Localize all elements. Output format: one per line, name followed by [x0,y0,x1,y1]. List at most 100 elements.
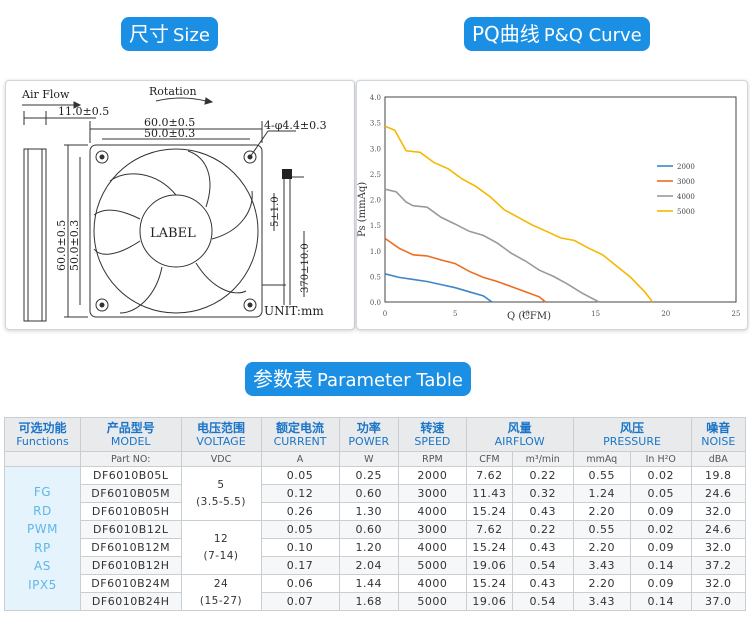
function-item: IPX5 [28,577,57,592]
x-tick-label: 25 [732,310,741,318]
header-noise: 噪音 NOISE [690,417,747,452]
m3min-cell: 0.22 [511,520,574,539]
table-row: DF6010B24H 0.07 1.68 5000 19.06 0.54 3.43 0.14 3… [5,592,747,611]
parameter-table: 可选功能 Functions 产品型号 MODEL 电压范围 VOLTAGE 额定电流… [4,417,747,611]
header-functions: 可选功能 Functions [4,417,81,452]
voltage-range: (3.5-5.5) [196,495,246,508]
cfm-cell: 15.24 [465,502,513,521]
speed-cell: 5000 [398,556,467,575]
current-cell: 0.17 [260,556,340,575]
inh2o-cell: 0.02 [629,466,692,485]
legend-label-3000: 3000 [677,178,695,186]
current-cell: 0.26 [260,502,340,521]
air-flow-label: Air Flow [21,88,70,101]
current-cell: 0.12 [260,484,340,503]
y-tick-label: 0.5 [370,273,381,281]
unit-partno: Part NO: [79,451,182,467]
dim-holes: 4-φ4.4±0.3 [264,119,327,132]
table-row: DF6010B12M 0.10 1.20 4000 15.24 0.43 2.20 0.09 3… [5,538,747,557]
power-cell: 0.25 [338,466,400,485]
dim-lead-length: 370±10.0 [300,243,311,293]
model-cell: DF6010B24H [79,592,182,611]
unit-label: UNIT:mm [264,304,324,318]
mmaq-cell: 2.20 [572,574,631,593]
table-heading-en: Parameter Table [317,370,463,391]
inh2o-cell: 0.09 [629,538,692,557]
dim-height-holes: 50.0±0.3 [68,220,81,271]
function-item: RD [33,503,52,518]
y-tick-label: 3.5 [370,120,381,128]
mmaq-cell: 2.20 [572,538,631,557]
unit-cfm: CFM [465,451,513,467]
y-axis-label: Ps (mmAq) [357,182,368,237]
legend-label-4000: 4000 [677,193,695,201]
dba-cell: 32.0 [690,538,747,557]
fan-drawing: Air Flow Rotation 11.0±0.5 60.0±0.5 50.0… [21,85,327,322]
plot-frame [384,96,737,303]
speed-cell: 2000 [398,466,467,485]
header-airflow: 风量 AIRFLOW [465,417,574,452]
header-speed: 转速 SPEED [398,417,467,452]
speed-cell: 4000 [398,538,467,557]
m3min-cell: 0.43 [511,502,574,521]
model-cell: DF6010B05L [79,466,182,485]
header-model: 产品型号 MODEL [79,417,182,452]
inh2o-cell: 0.09 [629,502,692,521]
dim-width-outer: 60.0±0.5 [144,116,195,129]
unit-rpm: RPM [398,451,467,467]
mmaq-cell: 3.43 [572,592,631,611]
current-cell: 0.06 [260,574,340,593]
power-cell: 1.30 [338,502,400,521]
speed-cell: 3000 [398,484,467,503]
x-tick-label: 5 [453,310,457,318]
model-cell: DF6010B05H [79,502,182,521]
legend-label-5000: 5000 [677,208,695,216]
mmaq-cell: 2.20 [572,502,631,521]
unit-a: A [260,451,340,467]
series-line-4000 [384,188,600,303]
unit-inh2o: In H²O [629,451,692,467]
inh2o-cell: 0.02 [629,520,692,539]
fan-opening [93,148,259,314]
y-tick-label: 4.0 [370,94,381,102]
model-cell: DF6010B05M [79,484,182,503]
table-heading: 参数表 Parameter Table [245,362,471,396]
current-cell: 0.10 [260,538,340,557]
voltage-cell: 5 (3.5-5.5) [180,466,262,521]
table-row: DF6010B12H 0.17 2.04 5000 19.06 0.54 3.43 0.14 3… [5,556,747,575]
inh2o-cell: 0.05 [629,484,692,503]
mmaq-cell: 0.55 [572,466,631,485]
header-current: 额定电流 CURRENT [260,417,340,452]
dim-width-holes: 50.0±0.3 [144,127,195,140]
x-tick-label: 10 [521,310,530,318]
legend-label-2000: 2000 [677,163,695,171]
voltage-range: (15-27) [199,594,243,607]
power-cell: 1.20 [338,538,400,557]
header-pressure: 风压 PRESSURE [572,417,692,452]
power-cell: 2.04 [338,556,400,575]
voltage-nominal: 12 [213,532,229,545]
cfm-cell: 11.43 [465,484,513,503]
dba-cell: 32.0 [690,502,747,521]
x-tick-label: 0 [383,310,387,318]
voltage-nominal: 24 [213,577,229,590]
dim-thickness: 11.0±0.5 [58,105,109,118]
series-line-2000 [384,273,493,303]
table-row: DF6010B05M 0.12 0.60 3000 11.43 0.32 1.24 0.05 2… [5,484,747,503]
table-row: DF6010B24M 24 (15-27) 0.06 1.44 4000 15.24 0.43… [5,574,747,611]
table-row: DF6010B12L 12 (7-14) 0.05 0.60 3000 7.62 0.22 0.… [5,520,747,575]
header-power: 功率 POWER [338,417,400,452]
power-cell: 1.44 [338,574,400,593]
model-cell: DF6010B24M [79,574,182,593]
mmaq-cell: 0.55 [572,520,631,539]
speed-cell: 4000 [398,502,467,521]
cfm-cell: 19.06 [465,556,513,575]
unit-m3min: m³/min [511,451,574,467]
voltage-range: (7-14) [203,549,239,562]
y-tick-label: 1.5 [370,222,381,230]
power-cell: 0.60 [338,520,400,539]
dim-height-outer: 60.0±0.5 [55,220,68,271]
function-item: FG [33,485,52,499]
dba-cell: 37.0 [690,592,747,611]
function-item: PWM [26,522,58,536]
